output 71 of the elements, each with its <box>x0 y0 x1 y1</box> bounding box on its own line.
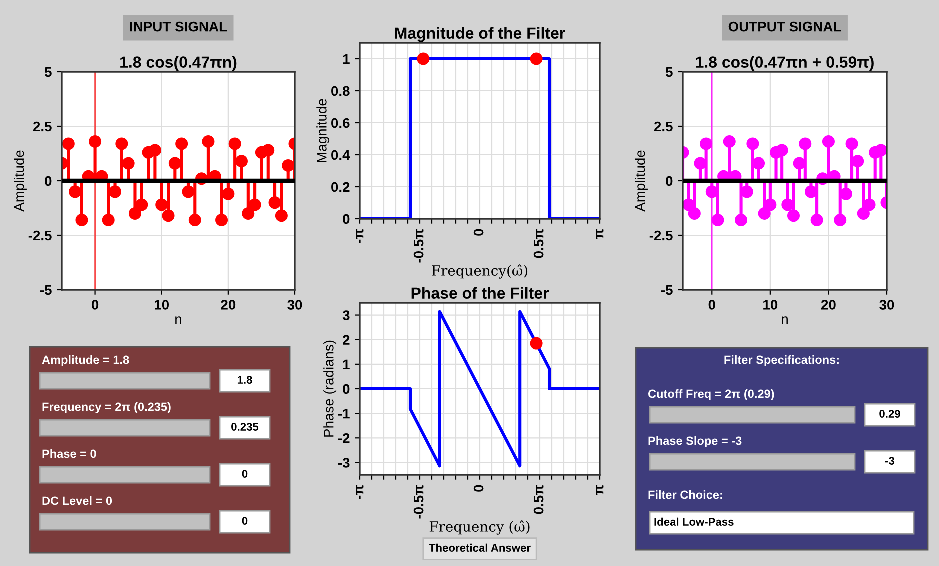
text: 0.29 <box>880 410 900 418</box>
x-tick-label: -0.5π <box>414 485 424 519</box>
y-tick-label: 2 <box>343 335 350 345</box>
y-axis-title: Magnitude <box>316 99 330 162</box>
chart-title: 1.8 cos(0.47πn) <box>120 56 237 72</box>
x-tick-label: 20 <box>821 300 836 310</box>
y-tick-label: -2 <box>338 433 350 444</box>
y-tick-label: 0 <box>343 214 350 224</box>
x-axis-title: n <box>782 316 788 324</box>
x-tick-label: 0 <box>708 300 716 310</box>
text: OUTPUT SIGNAL <box>728 22 842 32</box>
chart-title: Magnitude of the Filter <box>395 27 566 42</box>
y-tick-label: 2.5 <box>654 122 673 132</box>
x-tick-label: -π <box>356 485 364 500</box>
y-tick-label: 0.6 <box>332 118 350 128</box>
x-tick-label: π <box>596 229 604 240</box>
y-tick-label: 1 <box>343 360 350 370</box>
x-tick-label: 0 <box>92 300 99 310</box>
y-axis-title: Amplitude <box>635 150 648 212</box>
y-tick-label: 5 <box>44 67 52 78</box>
text: INPUT SIGNAL <box>130 22 228 32</box>
chart-title: 1.8 cos(0.47πn + 0.59π) <box>696 56 874 72</box>
text: 1.8 <box>238 376 252 384</box>
x-axis-title: Frequency(ω̂) <box>432 264 528 279</box>
chart-title: Phase of the Filter <box>412 287 549 299</box>
y-tick-label: 2.5 <box>33 122 52 132</box>
x-tick-label: 30 <box>288 300 302 310</box>
x-axis-title: Frequency (ω̂) <box>430 520 530 535</box>
text: Amplitude = 1.8 <box>42 355 130 367</box>
y-tick-label: 0.2 <box>332 182 350 192</box>
y-tick-label: 0 <box>666 176 673 186</box>
text: Phase = 0 <box>42 449 96 458</box>
x-tick-label: 10 <box>155 300 170 310</box>
x-tick-label: 0.5π <box>534 485 544 514</box>
text: -3 <box>885 457 895 465</box>
x-tick-label: 30 <box>880 300 894 310</box>
y-tick-label: -3 <box>338 458 350 468</box>
text: 0 <box>242 470 248 478</box>
y-tick-label: -2.5 <box>28 230 52 241</box>
x-tick-label: 20 <box>221 300 236 310</box>
text: Phase Slope = -3 <box>648 436 742 448</box>
y-tick-label: -5 <box>40 285 52 296</box>
y-axis-title: Amplitude <box>14 150 27 212</box>
text: Filter Specifications: <box>724 355 839 367</box>
y-tick-label: 5 <box>666 67 673 78</box>
x-tick-label: 0 <box>474 485 484 492</box>
y-tick-label: 0 <box>45 176 52 186</box>
x-tick-label: 10 <box>764 300 778 310</box>
x-tick-label: 0.5π <box>534 229 544 258</box>
text: 0.235 <box>232 423 259 431</box>
text: Frequency = 2π (0.235) <box>42 402 171 414</box>
y-tick-label: 0 <box>343 384 350 394</box>
text: Cutoff Freq = 2π (0.29) <box>648 389 774 401</box>
x-tick-label: π <box>596 485 604 496</box>
x-tick-label: -0.5π <box>414 229 424 263</box>
text: DC Level = 0 <box>42 496 112 506</box>
x-tick-label: 0 <box>474 229 484 236</box>
y-tick-label: 0.4 <box>332 150 350 160</box>
y-tick-label: -2.5 <box>650 230 673 241</box>
y-tick-label: 0.8 <box>332 86 350 96</box>
y-tick-label: 3 <box>342 310 350 320</box>
y-tick-label: -1 <box>338 409 350 419</box>
text: 0 <box>242 517 248 525</box>
x-tick-label: -π <box>356 229 364 244</box>
y-tick-label: -5 <box>661 285 673 296</box>
y-axis-title: Phase (radians) <box>324 340 337 437</box>
text: Filter Choice: <box>648 490 722 500</box>
x-axis-title: n <box>176 316 182 324</box>
y-tick-label: 1 <box>343 54 350 64</box>
text: Theoretical Answer <box>429 544 531 552</box>
text: Ideal Low-Pass <box>654 518 734 526</box>
